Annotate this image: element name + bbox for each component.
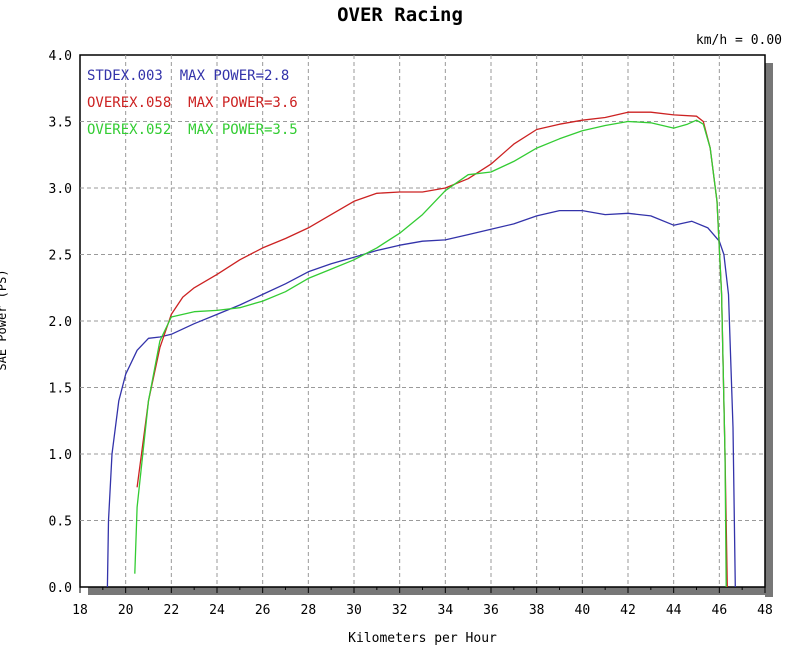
x-tick-label: 48 — [757, 603, 773, 618]
x-tick-label: 38 — [529, 603, 545, 618]
legend-entry: STDEX.003 MAX POWER=2.8 — [87, 68, 289, 84]
y-tick-label: 2.5 — [49, 249, 72, 264]
x-tick-label: 36 — [483, 603, 499, 618]
y-tick-label: 2.0 — [49, 315, 72, 330]
legend-entry: OVEREX.058 MAX POWER=3.6 — [87, 95, 298, 111]
y-tick-label: 1.5 — [49, 382, 72, 397]
x-tick-label: 46 — [712, 603, 728, 618]
speed-readout: km/h = 0.00 — [695, 33, 782, 48]
x-tick-label: 42 — [620, 603, 636, 618]
x-tick-label: 22 — [164, 603, 180, 618]
series-line-overex-052 — [134, 119, 727, 588]
series-line-stdex-003 — [106, 209, 736, 588]
x-tick-label: 32 — [392, 603, 408, 618]
x-tick-label: 28 — [301, 603, 317, 618]
x-tick-label: 24 — [209, 603, 225, 618]
chart-title: OVER Racing — [337, 4, 463, 26]
x-tick-label: 30 — [346, 603, 362, 618]
legend: STDEX.003 MAX POWER=2.8 OVEREX.058 MAX PO… — [87, 68, 298, 138]
x-tick-label: 40 — [575, 603, 591, 618]
y-tick-label: 3.0 — [49, 182, 72, 197]
y-tick-label: 1.0 — [49, 448, 72, 463]
x-tick-label: 34 — [438, 603, 454, 618]
y-tick-label: 0.5 — [49, 515, 72, 530]
grid — [80, 55, 765, 587]
y-tick-label: 0.0 — [49, 581, 72, 596]
x-tick-label: 26 — [255, 603, 271, 618]
x-tick-label: 20 — [118, 603, 134, 618]
y-tick-label: 3.5 — [49, 116, 72, 131]
x-axis-label: Kilometers per Hour — [348, 631, 497, 646]
legend-entry: OVEREX.052 MAX POWER=3.5 — [87, 122, 298, 138]
x-tick-label: 44 — [666, 603, 682, 618]
y-tick-label: 4.0 — [49, 49, 72, 64]
x-tick-label: 18 — [72, 603, 88, 618]
